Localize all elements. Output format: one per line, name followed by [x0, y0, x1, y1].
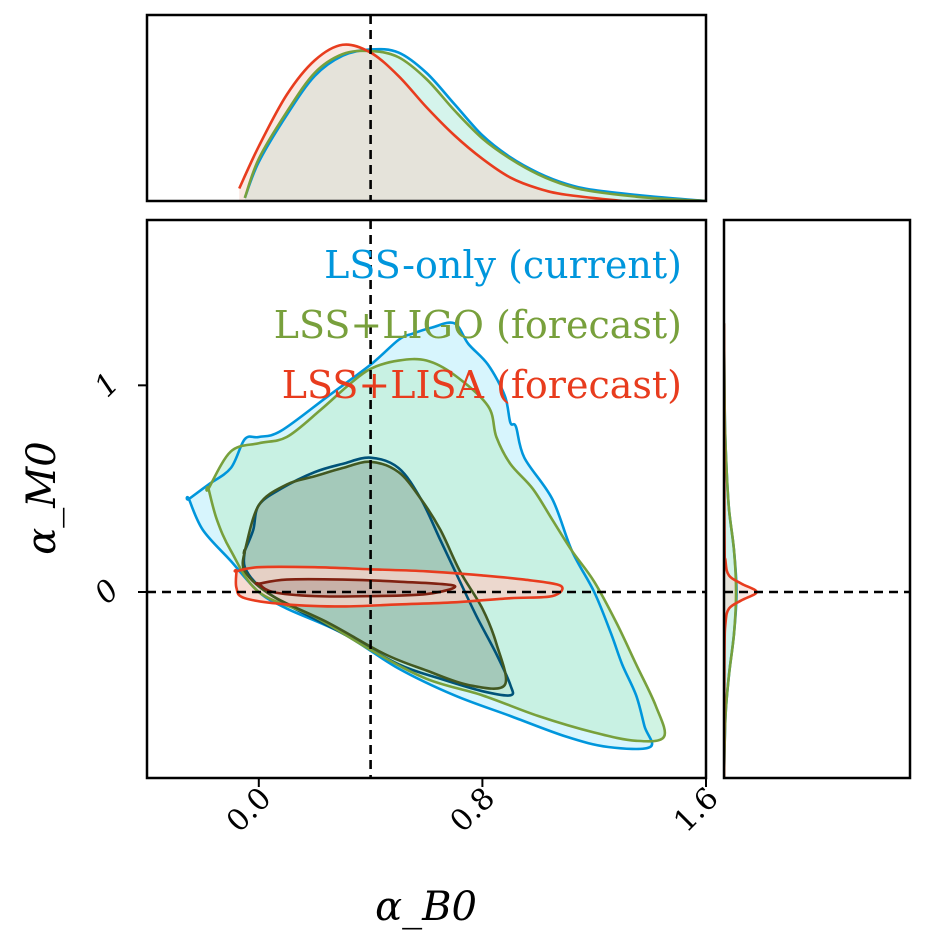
legend-entry-lss-ligo: LSS+LIGO (forecast) [274, 303, 682, 347]
legend: LSS-only (current) LSS+LIGO (forecast) L… [274, 243, 682, 407]
right-marginal-fills [724, 323, 757, 778]
top-marginal-fills [239, 44, 706, 201]
main-contour-lines [185, 321, 667, 751]
x-tick-label: 0.8 [444, 781, 502, 839]
series-0-marginal-x-line [243, 47, 706, 201]
series-1-marginal-x-line [243, 49, 706, 201]
legend-entry-lss-only: LSS-only (current) [324, 243, 682, 287]
right-panel-frame [722, 218, 912, 780]
main-panel-frame [145, 218, 708, 780]
series-1-contour-95-line [205, 357, 667, 743]
series-2-marginal-x-line [238, 43, 623, 201]
y-tick-label: 0 [88, 573, 126, 611]
legend-entry-lss-lisa: LSS+LISA (forecast) [282, 363, 682, 407]
top-panel-frame [145, 13, 708, 203]
series-1-marginal-y-fill [724, 323, 737, 778]
y-tick-label: 1 [88, 366, 126, 404]
series-2-contour-95-line [233, 565, 564, 608]
series-2-contour-68-line [254, 577, 457, 598]
top-marginal-lines [238, 43, 706, 201]
x-axis-label: α_B0 [375, 884, 477, 930]
x-tick-label: 1.6 [667, 781, 725, 839]
series-2-marginal-x-fill [239, 44, 623, 201]
main-fiducial-guides [147, 220, 706, 778]
y-axis-label: α_M0 [19, 441, 65, 554]
x-tick-label: 0.0 [220, 781, 278, 839]
